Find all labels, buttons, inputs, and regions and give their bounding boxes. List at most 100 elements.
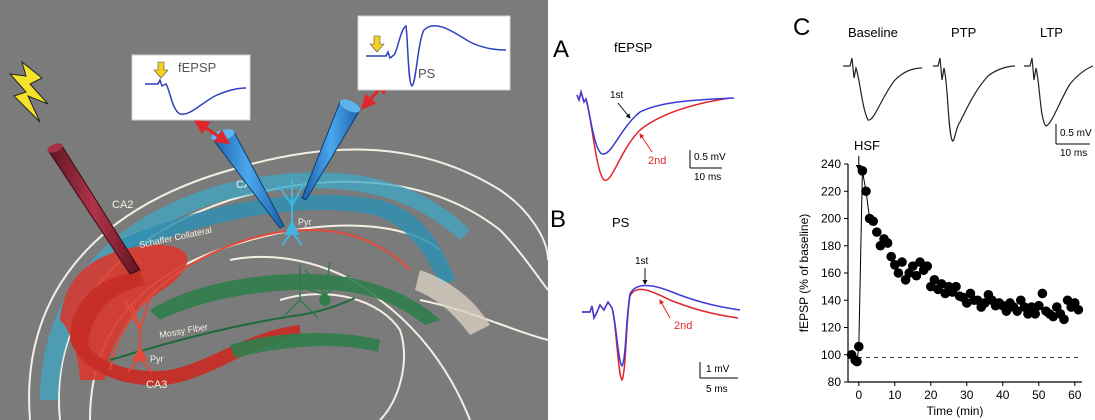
ca3-interneuron-green bbox=[284, 265, 319, 319]
mossy-fiber-path bbox=[109, 297, 356, 361]
granule-cell bbox=[294, 261, 351, 306]
panel-a-label-2nd: 2nd bbox=[648, 155, 666, 167]
data-point bbox=[951, 281, 961, 292]
x-tick-label: 50 bbox=[1032, 388, 1046, 402]
ca1-pyramidal-layer bbox=[120, 194, 455, 285]
panel-c: C Baseline PTP LTP 0.5 mV 10 ms 80 100 120… bbox=[793, 14, 1094, 418]
dentate-gyrus-upper bbox=[150, 274, 440, 325]
y-tick-label: 240 bbox=[821, 157, 841, 171]
data-point bbox=[852, 356, 862, 367]
data-point bbox=[897, 257, 907, 267]
y-axis-label: fEPSP (% of baseline) bbox=[797, 214, 811, 333]
y-tick-label: 200 bbox=[821, 212, 841, 226]
ca3-band bbox=[60, 244, 188, 380]
series-connector-line bbox=[851, 170, 874, 363]
panel-b-label-1st: 1st bbox=[635, 256, 649, 267]
y-tick-label: 80 bbox=[828, 375, 842, 389]
inset-ps-label: PS bbox=[418, 66, 436, 81]
data-point bbox=[936, 279, 947, 289]
panel-a-arrow-1st bbox=[617, 102, 631, 119]
data-point bbox=[911, 270, 922, 281]
data-point bbox=[922, 261, 932, 271]
y-tick-label: 140 bbox=[821, 293, 841, 307]
data-point bbox=[980, 298, 990, 308]
panel-b-title: PS bbox=[612, 215, 630, 230]
panel-a-scale-v: 0.5 mV bbox=[694, 152, 726, 163]
label-pyr-ca3: Pyr bbox=[150, 354, 164, 364]
label-ca3: CA3 bbox=[146, 379, 167, 391]
inset-ps: PS bbox=[357, 15, 511, 91]
data-point bbox=[1001, 306, 1012, 316]
data-point bbox=[886, 251, 896, 262]
data-point bbox=[962, 298, 972, 308]
data-point bbox=[854, 341, 864, 352]
data-point bbox=[915, 257, 925, 267]
panel-a-letter: A bbox=[553, 36, 569, 63]
ltp-time-course-chart: 80 100 120 140 160 180 200 220 240 0 10 20 30 40 50 60 T… bbox=[797, 156, 1084, 418]
data-point bbox=[1030, 309, 1040, 319]
data-point bbox=[890, 260, 900, 270]
y-tick-label: 100 bbox=[821, 348, 841, 362]
panel-b-trace-1st bbox=[582, 284, 741, 368]
chart-annotation-hsf: HSF bbox=[854, 138, 880, 153]
x-tick-label: 40 bbox=[996, 388, 1010, 402]
data-point bbox=[1048, 311, 1058, 322]
inset-fepsp-trace bbox=[145, 78, 247, 115]
panel-c-trace-ptp bbox=[933, 57, 1016, 142]
y-tick-label: 180 bbox=[821, 239, 841, 253]
panel-a-arrow-2nd bbox=[639, 133, 653, 153]
panel-a-label-1st: 1st bbox=[610, 90, 624, 101]
y-tick-label: 220 bbox=[821, 184, 841, 198]
stimulus-arrow-icon-ps bbox=[369, 35, 385, 53]
data-point bbox=[857, 166, 868, 176]
data-point bbox=[861, 186, 871, 197]
panel-c-label-baseline: Baseline bbox=[848, 25, 898, 40]
subiculum-stipple bbox=[415, 270, 490, 335]
data-point bbox=[872, 227, 882, 237]
data-point bbox=[929, 275, 940, 285]
panel-b-label-2nd: 2nd bbox=[674, 320, 692, 332]
data-point bbox=[1034, 300, 1044, 311]
data-point bbox=[908, 261, 918, 271]
panel-b-scale-t: 5 ms bbox=[706, 384, 728, 395]
data-point bbox=[893, 268, 904, 278]
data-point bbox=[868, 216, 878, 227]
data-point bbox=[1059, 314, 1069, 325]
data-point bbox=[882, 238, 893, 248]
stimulating-electrode bbox=[47, 143, 141, 275]
label-ca2: CA2 bbox=[112, 199, 133, 211]
data-point bbox=[1073, 304, 1084, 315]
panel-c-scale-v: 0.5 mV bbox=[1060, 128, 1092, 139]
lightning-bolt-icon bbox=[8, 60, 49, 123]
recording-electrode-ps bbox=[301, 99, 361, 201]
data-point bbox=[1037, 288, 1048, 299]
panel-a-trace-1st bbox=[576, 89, 735, 155]
stimulus-arrow-icon bbox=[153, 61, 169, 79]
hippocampus-schematic: CA1 CA2 CA3 Schaffer Collateral Mossy Fi… bbox=[0, 0, 549, 420]
panel-c-trace-ltp bbox=[1024, 57, 1094, 127]
panel-c-label-ptp: PTP bbox=[951, 25, 976, 40]
inset-ps-trace bbox=[366, 24, 507, 87]
x-tick-label: 20 bbox=[924, 388, 938, 402]
panel-c-trace-baseline bbox=[843, 57, 923, 121]
fepsp-link-arrow bbox=[193, 119, 231, 145]
y-tick-label: 160 bbox=[821, 266, 841, 280]
data-point bbox=[1012, 306, 1022, 316]
panel-c-label-ltp: LTP bbox=[1040, 25, 1063, 40]
panel-a-trace-2nd bbox=[576, 89, 731, 181]
x-tick-label: 10 bbox=[888, 388, 902, 402]
panel-b-arrow-2nd bbox=[659, 299, 671, 319]
panel-c-scale-t: 10 ms bbox=[1060, 148, 1087, 159]
inset-fepsp-label: fEPSP bbox=[178, 60, 216, 75]
panel-c-letter: C bbox=[793, 14, 810, 41]
panel-b-letter: B bbox=[550, 206, 566, 233]
panel-b-scale-v: 1 mV bbox=[706, 364, 730, 375]
ca1-pyramidal-cell bbox=[277, 178, 306, 246]
y-tick-label: 120 bbox=[821, 321, 841, 335]
x-tick-label: 60 bbox=[1068, 388, 1082, 402]
inset-fepsp: fEPSP bbox=[131, 54, 251, 121]
x-axis-label: Time (min) bbox=[927, 404, 984, 418]
label-pyr-ca1: Pyr bbox=[298, 217, 312, 227]
panel-a: A fEPSP 1st 2nd 0.5 mV 10 ms bbox=[553, 36, 735, 183]
